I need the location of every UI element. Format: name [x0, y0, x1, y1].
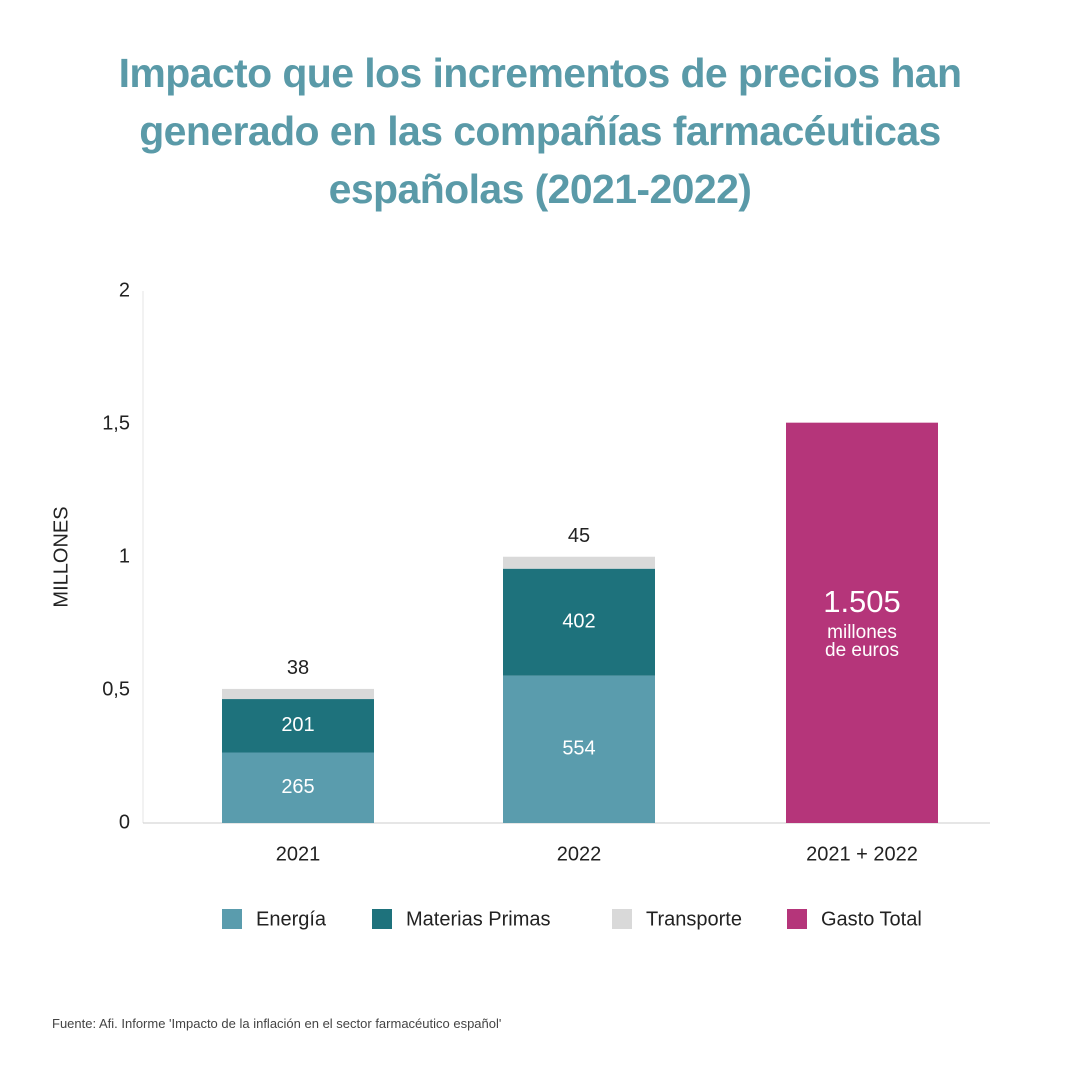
- data-label: 45: [568, 525, 590, 547]
- bar-segment: [503, 568, 655, 676]
- legend-label: Gasto Total: [821, 908, 922, 930]
- legend-swatch: [787, 909, 807, 929]
- y-tick-label: 1: [119, 545, 130, 567]
- legend-label: Materias Primas: [406, 908, 550, 930]
- chart: MILLONES 0 0,5 1 1,5 2 2021 265 201 38 2022 554 402…: [50, 279, 990, 930]
- y-tick-label: 0: [119, 811, 130, 833]
- legend-swatch: [372, 909, 392, 929]
- x-tick-label: 2021: [276, 843, 321, 865]
- bar-annotation: millones: [827, 622, 897, 643]
- bar-annotation: de euros: [825, 640, 899, 661]
- data-label: 38: [287, 657, 309, 679]
- data-label: 554: [562, 738, 595, 760]
- bar-segment: [503, 675, 655, 823]
- y-axis-label: MILLONES: [50, 506, 72, 607]
- bar-segment: [222, 699, 374, 753]
- x-tick-label: 2022: [557, 843, 602, 865]
- bar-segment: [786, 422, 938, 823]
- data-label: 1.505: [823, 584, 901, 619]
- legend-label: Transporte: [646, 908, 742, 930]
- y-tick-label: 0,5: [102, 678, 130, 700]
- data-label: 402: [562, 610, 595, 632]
- bar-segment: [222, 688, 374, 700]
- y-tick-label: 2: [119, 279, 130, 301]
- bar-segment: [222, 752, 374, 823]
- data-label: 201: [281, 714, 314, 736]
- x-tick-label: 2021 + 2022: [806, 843, 918, 865]
- bar-segment: [503, 556, 655, 569]
- legend-swatch: [222, 909, 242, 929]
- legend-swatch: [612, 909, 632, 929]
- source: Fuente: Afi. Informe 'Impacto de la infl…: [52, 1016, 502, 1031]
- y-tick-label: 1,5: [102, 412, 130, 434]
- chart-title: Impacto que los incrementos de precios h…: [118, 50, 962, 212]
- legend-label: Energía: [256, 908, 327, 930]
- data-label: 265: [281, 776, 314, 798]
